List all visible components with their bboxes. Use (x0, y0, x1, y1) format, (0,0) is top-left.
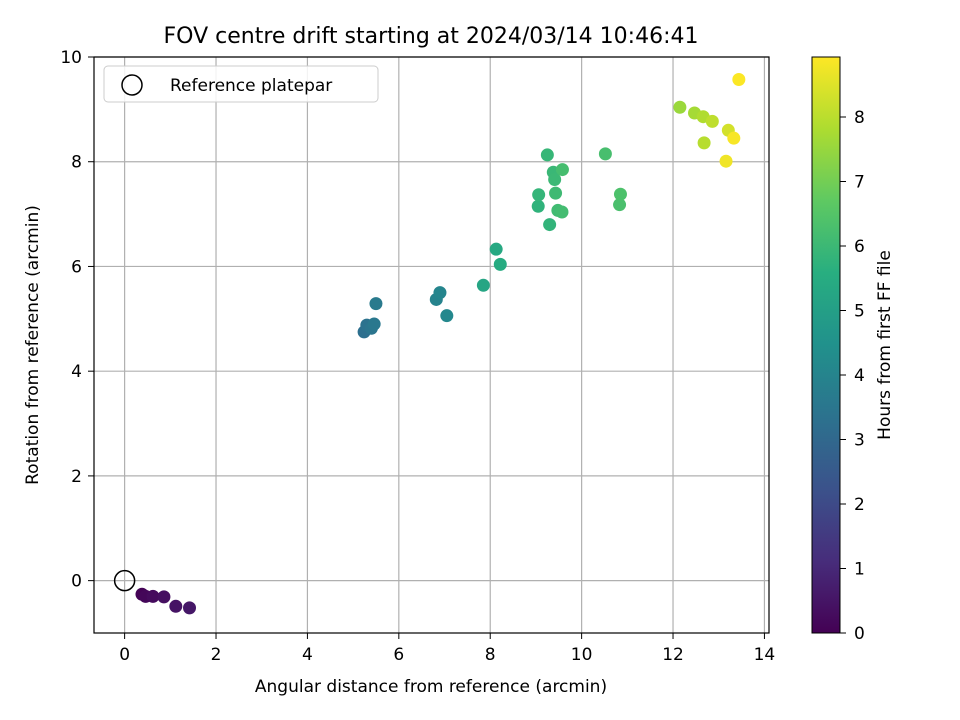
y-axis-ticks: 0 2 4 6 8 10 (60, 48, 94, 592)
x-tick-label: 10 (571, 645, 593, 665)
colorbar-tick-label: 6 (854, 237, 865, 257)
data-point (489, 242, 503, 256)
data-point (367, 317, 381, 331)
data-point (555, 163, 569, 177)
x-tick-label: 8 (485, 645, 496, 665)
data-point (719, 154, 733, 168)
data-point (732, 73, 746, 87)
data-point (697, 136, 711, 150)
x-tick-label: 6 (393, 645, 404, 665)
data-point (532, 188, 546, 202)
reference-point-marker (113, 569, 136, 592)
data-points (135, 73, 746, 615)
x-tick-label: 2 (211, 645, 222, 665)
plot-frame (93, 56, 770, 634)
data-point (157, 590, 171, 604)
data-point (493, 257, 507, 271)
data-point (476, 278, 490, 292)
colorbar-tick-label: 4 (854, 366, 865, 386)
colorbar-ticks: 0 1 2 3 4 5 6 7 8 (840, 108, 865, 644)
legend: Reference platepar (103, 65, 379, 103)
x-tick-label: 14 (754, 645, 776, 665)
data-point (183, 601, 197, 615)
y-axis-label: Rotation from reference (arcmin) (23, 205, 43, 485)
colorbar-label: Hours from first FF file (875, 250, 895, 440)
y-tick-label: 6 (71, 257, 82, 277)
data-point (727, 131, 741, 145)
reference-marker (113, 569, 136, 592)
data-point (433, 286, 447, 300)
data-point (555, 205, 569, 219)
data-point (705, 114, 719, 128)
y-tick-label: 2 (71, 467, 82, 487)
data-point (540, 148, 554, 162)
data-point (613, 198, 627, 212)
data-point (673, 100, 687, 114)
x-axis-ticks: 0 2 4 6 8 10 12 14 (119, 633, 775, 665)
data-point (169, 599, 183, 613)
data-point (146, 589, 160, 603)
colorbar-tick-label: 0 (854, 624, 865, 644)
y-tick-label: 4 (71, 362, 82, 382)
colorbar-tick-label: 7 (854, 172, 865, 192)
data-point (613, 187, 627, 201)
data-point (549, 186, 563, 200)
colorbar-tick-label: 2 (854, 495, 865, 515)
colorbar (811, 56, 841, 634)
y-tick-label: 10 (60, 48, 82, 68)
legend-label: Reference platepar (170, 76, 332, 96)
data-point (531, 199, 545, 213)
y-tick-label: 0 (71, 572, 82, 592)
colorbar-tick-label: 5 (854, 301, 865, 321)
colorbar-tick-label: 3 (854, 430, 865, 450)
chart-title: FOV centre drift starting at 2024/03/14 … (164, 24, 699, 49)
data-point (548, 173, 562, 187)
x-axis-label: Angular distance from reference (arcmin) (255, 677, 607, 697)
legend-box (103, 65, 379, 103)
x-tick-label: 12 (662, 645, 684, 665)
data-point (369, 297, 383, 311)
data-point (440, 309, 454, 323)
legend-marker-icon (121, 74, 143, 96)
y-tick-label: 8 (71, 153, 82, 173)
data-point (598, 147, 612, 161)
grid (94, 56, 769, 633)
colorbar-tick-label: 8 (854, 108, 865, 128)
colorbar-tick-label: 1 (854, 559, 865, 579)
x-tick-label: 0 (119, 645, 130, 665)
x-tick-label: 4 (302, 645, 313, 665)
data-point (543, 218, 557, 232)
